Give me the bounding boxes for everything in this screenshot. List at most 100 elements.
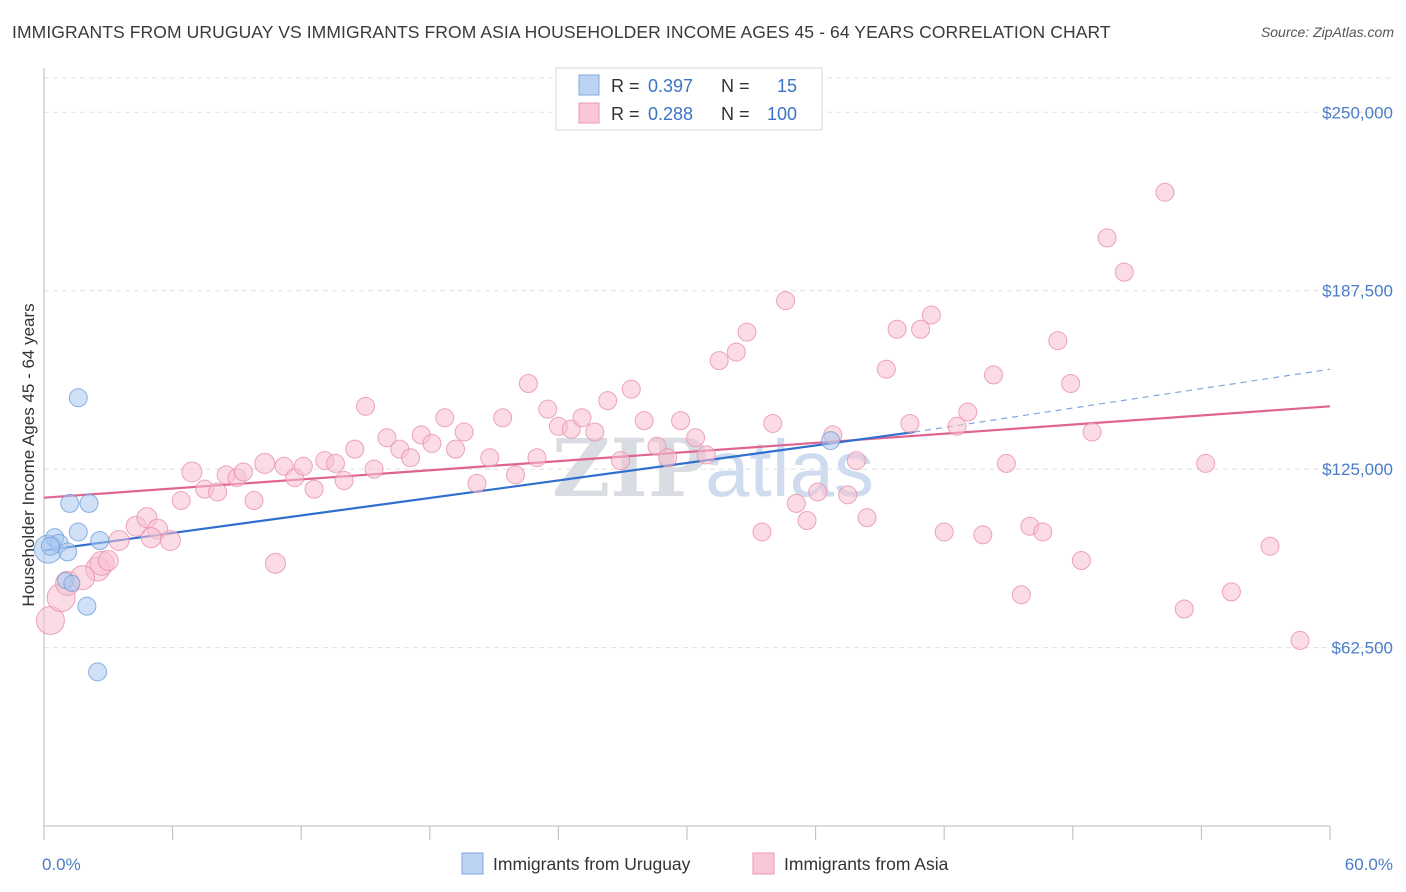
asia-point (572, 408, 592, 428)
uruguay-point (68, 388, 88, 408)
y-axis-label: Householder Income Ages 45 - 64 years (19, 303, 38, 606)
asia-point (696, 445, 716, 465)
asia-point (634, 411, 654, 431)
series-legend: Immigrants from Uruguay Immigrants from … (461, 852, 949, 875)
asia-point (108, 530, 130, 552)
asia-point (208, 482, 228, 502)
watermark: ZIP atlas (552, 421, 874, 515)
uruguay-point (60, 493, 80, 513)
asia-point (709, 351, 729, 371)
x-tick-label: 60.0% (1345, 855, 1393, 874)
asia-point (598, 391, 618, 411)
asia-point (467, 473, 487, 493)
asia-point (611, 451, 631, 471)
n-label-1: N = (721, 76, 750, 96)
uruguay-point (68, 522, 88, 542)
asia-point (621, 379, 641, 399)
asia-point (422, 433, 442, 453)
asia-point (159, 530, 181, 552)
chart-title: IMMIGRANTS FROM URUGUAY VS IMMIGRANTS FR… (12, 22, 1111, 42)
r-label-2: R = (611, 104, 640, 124)
asia-point (293, 456, 313, 476)
asia-point (983, 365, 1003, 385)
asia-point (808, 482, 828, 502)
n-label-2: N = (721, 104, 750, 124)
asia-point (264, 552, 286, 574)
asia-point (876, 359, 896, 379)
asia-point (887, 319, 907, 339)
asia-point (233, 462, 253, 482)
asia-point (1196, 453, 1216, 473)
n-value-asia: 100 (767, 104, 797, 124)
asia-point (752, 522, 772, 542)
asia-point (364, 459, 384, 479)
asia-point (763, 413, 783, 433)
asia-point (171, 491, 191, 511)
asia-point (776, 291, 796, 311)
asia-point (1260, 536, 1280, 556)
asia-point (973, 525, 993, 545)
asia-point (325, 453, 345, 473)
asia-point (900, 413, 920, 433)
asia-point (934, 522, 954, 542)
asia-point (518, 373, 538, 393)
uruguay-point (79, 493, 99, 513)
asia-point (181, 461, 203, 483)
asia-point (435, 408, 455, 428)
asia-point (493, 408, 513, 428)
asia-point (527, 448, 547, 468)
asia-point (686, 428, 706, 448)
uruguay-point (63, 574, 81, 592)
uruguay-trend-extension (914, 368, 1331, 433)
legend-label-asia: Immigrants from Asia (784, 854, 949, 874)
asia-point (958, 402, 978, 422)
axes (43, 68, 1331, 840)
asia-swatch (578, 102, 600, 124)
asia-point (454, 422, 474, 442)
x-tick-labels: 0.0% 60.0% (42, 855, 1393, 874)
asia-point (1174, 599, 1194, 619)
asia-point (671, 411, 691, 431)
asia-point (254, 452, 276, 474)
asia-point (1082, 422, 1102, 442)
asia-point (446, 439, 466, 459)
uruguay-point (77, 596, 97, 616)
asia-point (585, 422, 605, 442)
asia-point (1011, 585, 1031, 605)
asia-point (345, 439, 365, 459)
y-tick-label: $187,500 (1322, 282, 1393, 301)
legend-label-uruguay: Immigrants from Uruguay (493, 854, 691, 874)
asia-point (401, 448, 421, 468)
asia-point (658, 448, 678, 468)
asia-point (1097, 228, 1117, 248)
asia-point (857, 508, 877, 528)
asia-trend-line (43, 405, 1331, 499)
y-tick-labels: $62,500 $125,000 $187,500 $250,000 (1322, 103, 1393, 657)
asia-point (304, 479, 324, 499)
asia-point (921, 305, 941, 325)
y-tick-label: $62,500 (1332, 639, 1393, 658)
uruguay-point (88, 662, 108, 682)
asia-point (506, 465, 526, 485)
asia-point (1071, 550, 1091, 570)
asia-point (1033, 522, 1053, 542)
watermark-zip: ZIP (552, 421, 708, 515)
asia-point (334, 471, 354, 491)
asia-point (1061, 373, 1081, 393)
uruguay-point (90, 531, 110, 551)
asia-point (140, 527, 162, 549)
source-credit: Source: ZipAtlas.com (1260, 24, 1394, 40)
asia-point (244, 491, 264, 511)
stats-legend: R = 0.397 N = 15 R = 0.288 N = 100 (555, 67, 823, 131)
asia-point (1290, 630, 1310, 650)
asia-point (480, 448, 500, 468)
asia-point (996, 453, 1016, 473)
asia-point (737, 322, 757, 342)
uruguay-point (58, 542, 78, 562)
asia-point (947, 416, 967, 436)
asia-point (356, 396, 375, 416)
asia-point (377, 428, 397, 448)
asia-point (1221, 582, 1241, 602)
x-tick-label: 0.0% (42, 855, 81, 874)
